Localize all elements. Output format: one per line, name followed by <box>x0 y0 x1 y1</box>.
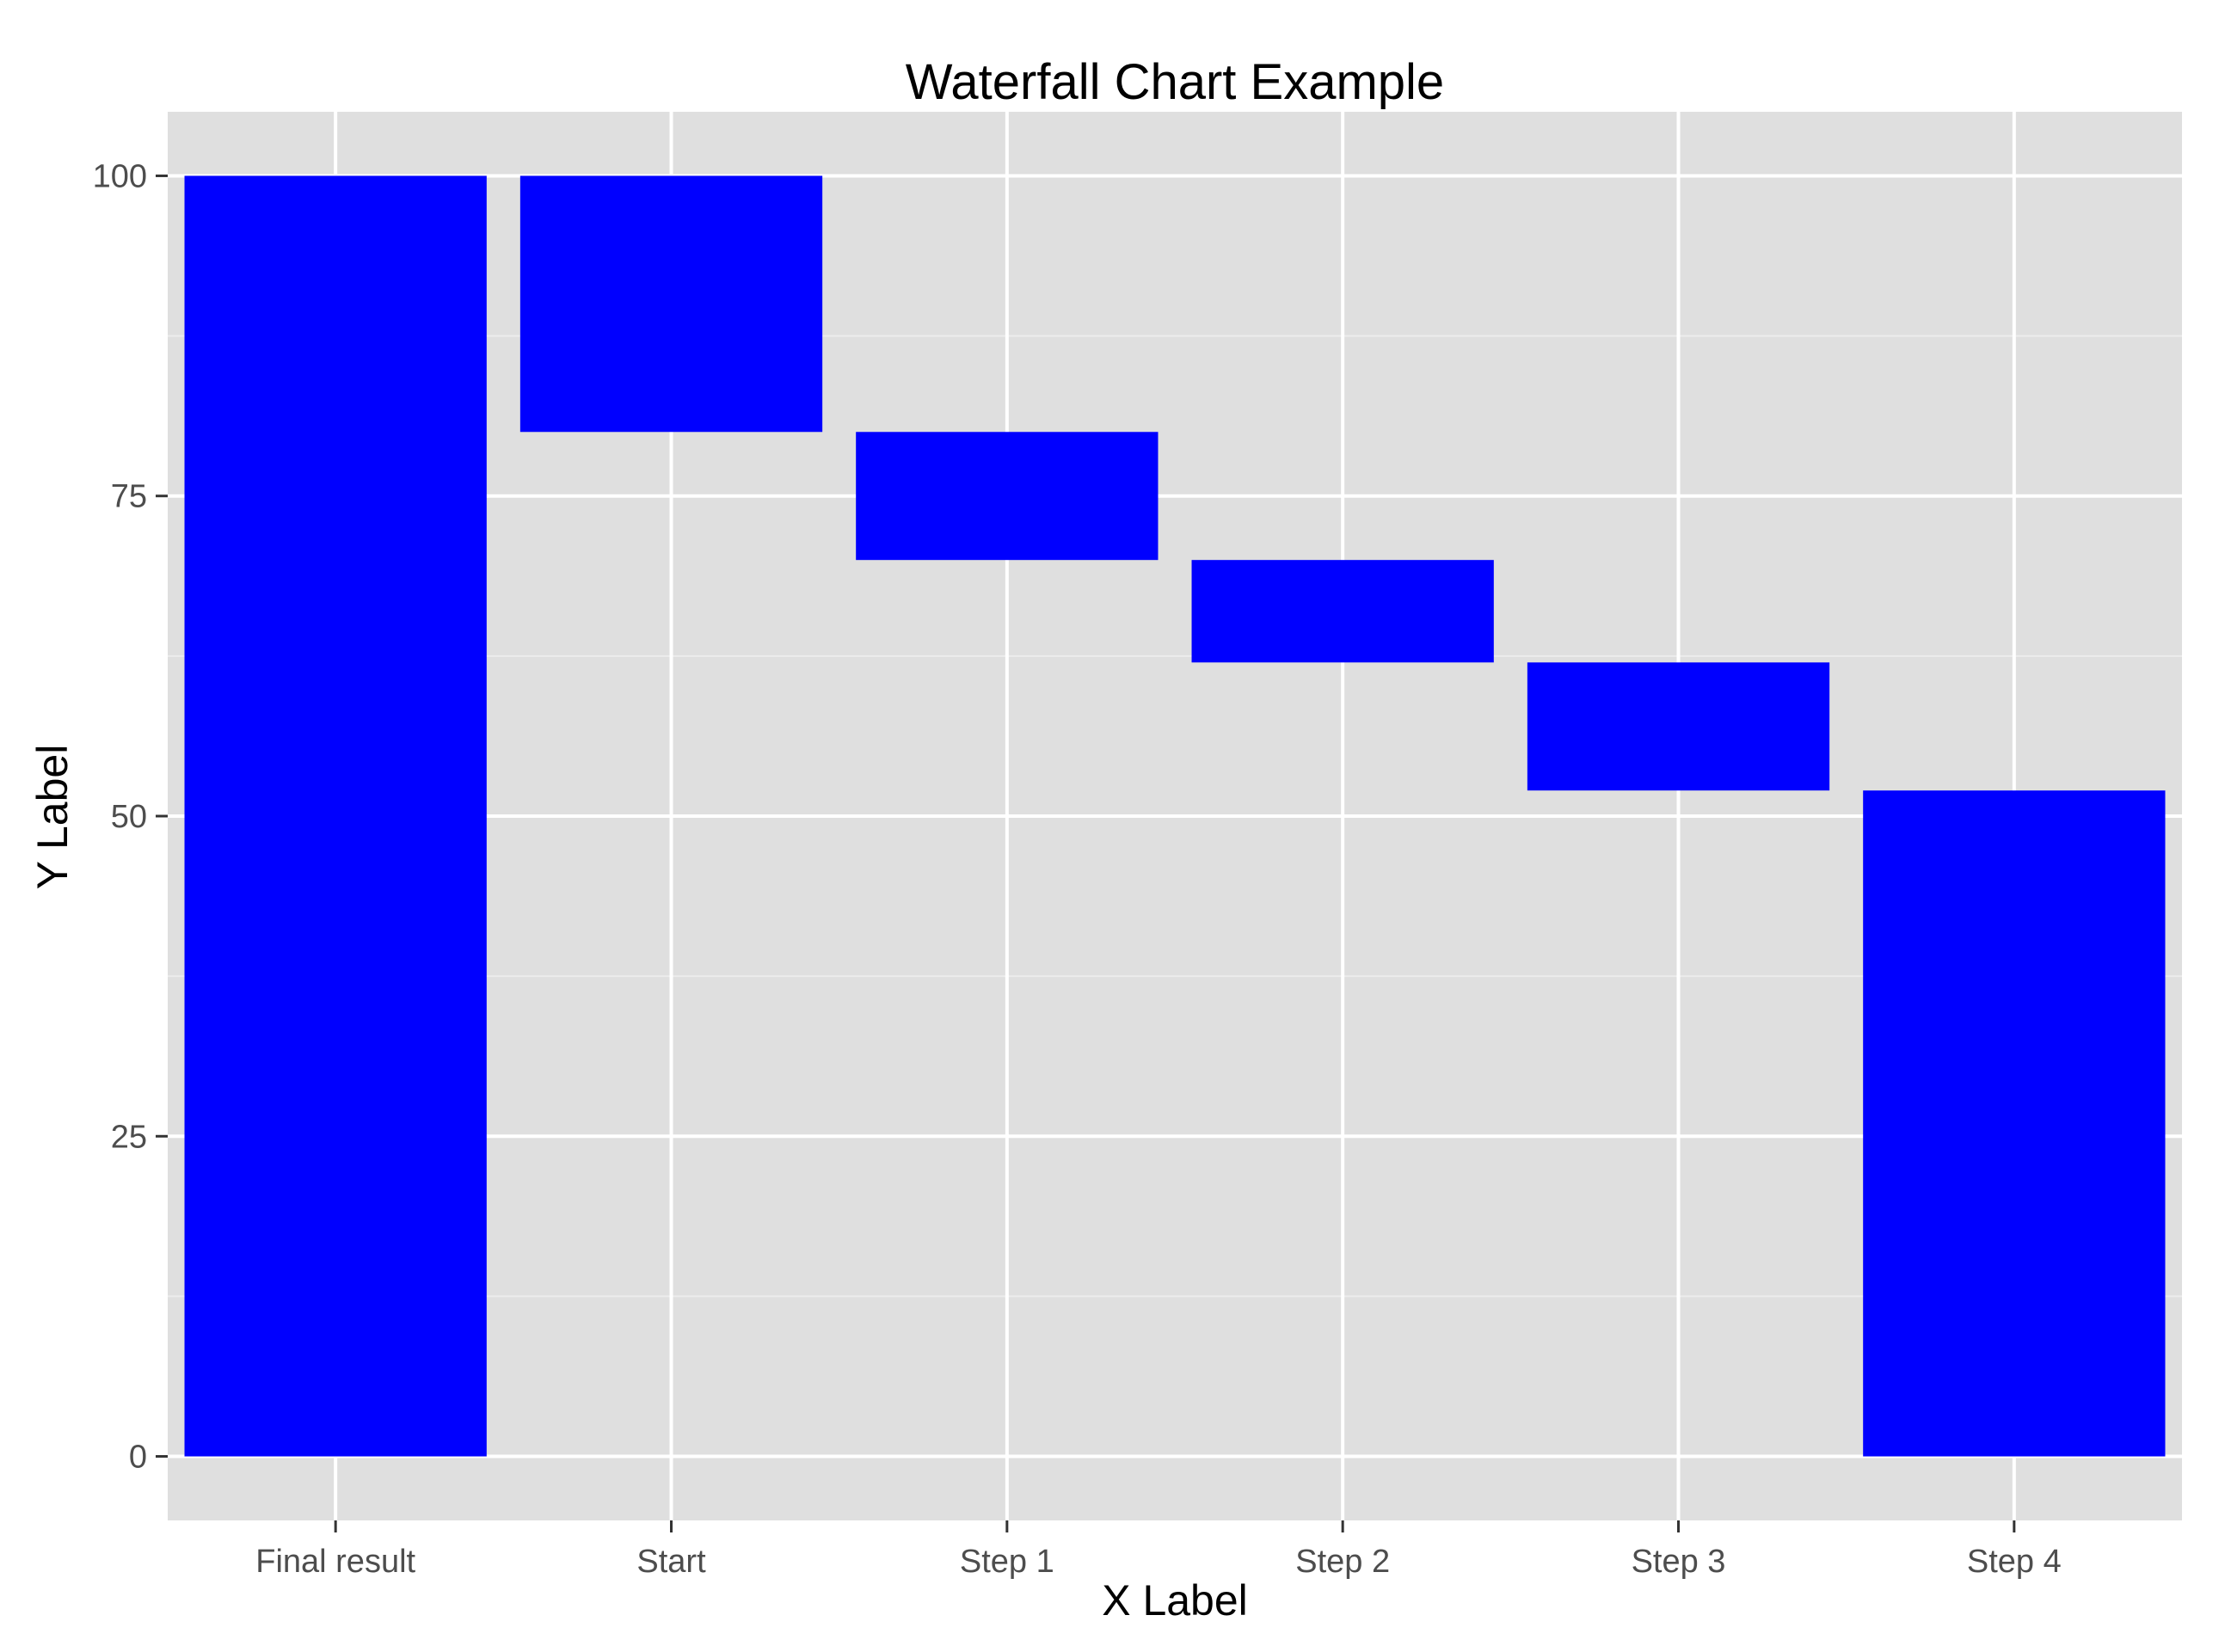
minor-gridlines <box>168 335 2182 1298</box>
y-tick-label: 75 <box>111 479 147 515</box>
x-tick-label: Start <box>636 1544 706 1580</box>
x-tick-label: Step 2 <box>1295 1544 1390 1580</box>
y-tick-label: 100 <box>93 158 147 194</box>
y-axis-title: Y Label <box>28 745 77 890</box>
x-axis: Final result Start Step 1 Step 2 Step 3 Step … <box>255 1520 2062 1580</box>
y-tick-label: 25 <box>111 1119 147 1155</box>
chart-title: Waterfall Chart Example <box>906 54 1444 110</box>
y-axis: 0 25 50 75 100 <box>93 158 168 1476</box>
x-tick-label: Step 1 <box>960 1544 1054 1580</box>
x-tick-label: Step 3 <box>1632 1544 1726 1580</box>
y-tick-label: 0 <box>129 1440 147 1476</box>
bars <box>184 175 2166 1457</box>
x-tick-label: Final result <box>255 1544 415 1580</box>
bar-step-1 <box>856 432 1159 561</box>
bar-start <box>519 175 823 433</box>
bar-step-3 <box>1527 662 1830 791</box>
y-tick-label: 50 <box>111 799 147 835</box>
bar-step-4 <box>1863 790 2166 1457</box>
x-axis-title: X Label <box>1102 1576 1248 1624</box>
bar-final-result <box>184 175 487 1457</box>
bar-step-2 <box>1191 560 1494 663</box>
x-tick-label: Step 4 <box>1967 1544 2062 1580</box>
